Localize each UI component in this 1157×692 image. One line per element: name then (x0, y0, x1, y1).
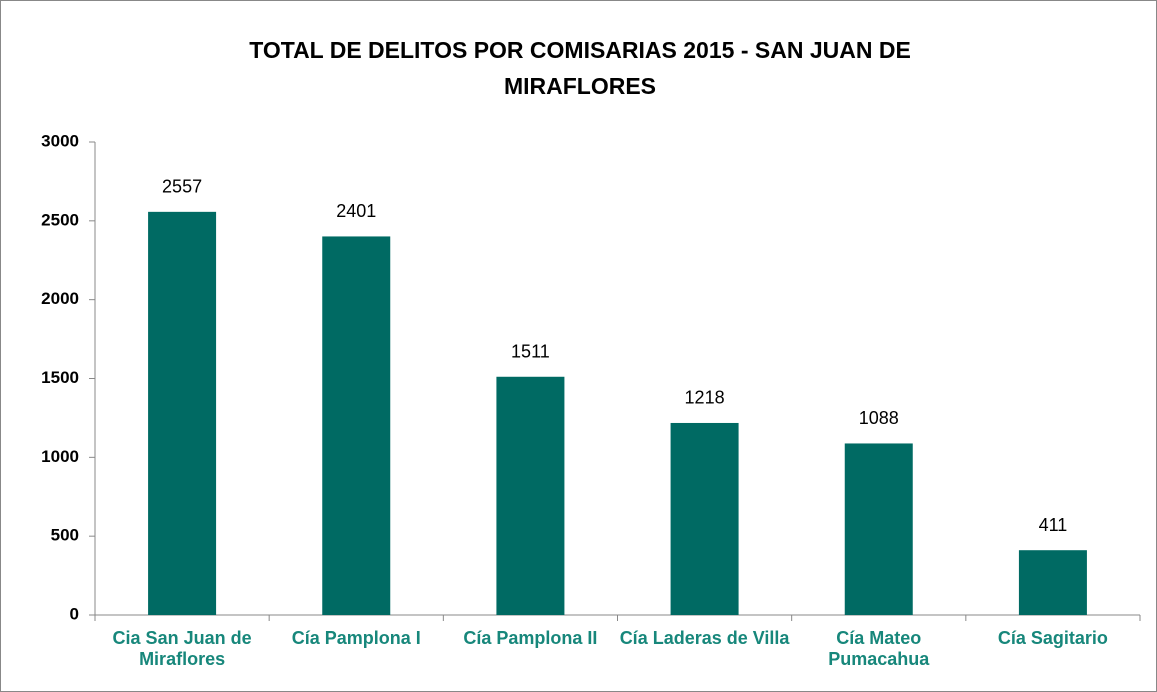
y-tick-label: 2500 (41, 210, 79, 229)
y-tick-label: 2000 (41, 289, 79, 308)
x-tick-label: Cia San Juan de Miraflores (112, 628, 252, 669)
bar (844, 443, 913, 615)
y-tick-label: 500 (51, 526, 79, 545)
value-label: 2401 (336, 201, 376, 221)
x-tick-label: Cía Mateo Pumacahua (828, 628, 930, 669)
x-tick-label: Cía Sagitario (997, 628, 1108, 648)
value-label: 1088 (859, 408, 899, 428)
x-tick-label: Cía Laderas de Villa (619, 628, 790, 648)
bar (322, 236, 391, 616)
y-tick-label: 3000 (41, 131, 79, 150)
value-label: 1511 (511, 342, 550, 362)
y-tick-label: 0 (70, 604, 79, 623)
value-label: 1218 (685, 388, 725, 408)
bar (496, 376, 565, 615)
bar (148, 211, 217, 616)
y-tick-label: 1000 (41, 447, 79, 466)
x-tick-label: Cía Pamplona II (463, 628, 598, 648)
value-label: 411 (1039, 515, 1068, 535)
bar (670, 422, 739, 615)
x-tick-label: Cía Pamplona I (291, 628, 421, 648)
value-label: 2557 (162, 177, 202, 197)
bar (1018, 550, 1087, 615)
chart-title: TOTAL DE DELITOS POR COMISARIAS 2015 - S… (249, 37, 911, 99)
y-tick-label: 1500 (41, 368, 79, 387)
